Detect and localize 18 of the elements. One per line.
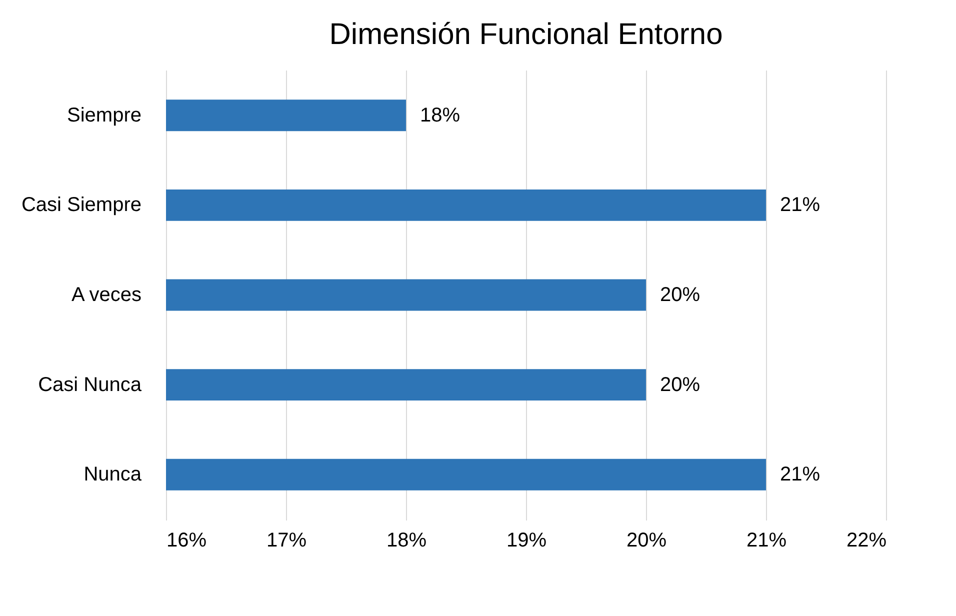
data-label: 21% (780, 194, 820, 216)
x-tick-label: 20% (626, 530, 667, 552)
data-label: 20% (660, 374, 700, 396)
data-label: 21% (780, 464, 820, 486)
x-tick-label: 19% (506, 530, 547, 552)
x-tick-label: 18% (386, 530, 427, 552)
chart-title: Dimensión Funcional Entorno (329, 18, 723, 51)
x-tick-label: 22% (846, 530, 887, 552)
y-tick-label: Casi Siempre (21, 194, 142, 216)
y-tick-label: Casi Nunca (38, 374, 142, 396)
y-tick-label: A veces (71, 284, 142, 306)
data-label: 20% (660, 284, 700, 306)
y-tick-label: Siempre (67, 104, 142, 126)
x-tick-label: 16% (166, 530, 207, 552)
y-tick-label: Nunca (84, 464, 142, 486)
x-tick-label: 17% (266, 530, 307, 552)
data-label: 18% (420, 104, 460, 126)
x-tick-label: 21% (746, 530, 787, 552)
